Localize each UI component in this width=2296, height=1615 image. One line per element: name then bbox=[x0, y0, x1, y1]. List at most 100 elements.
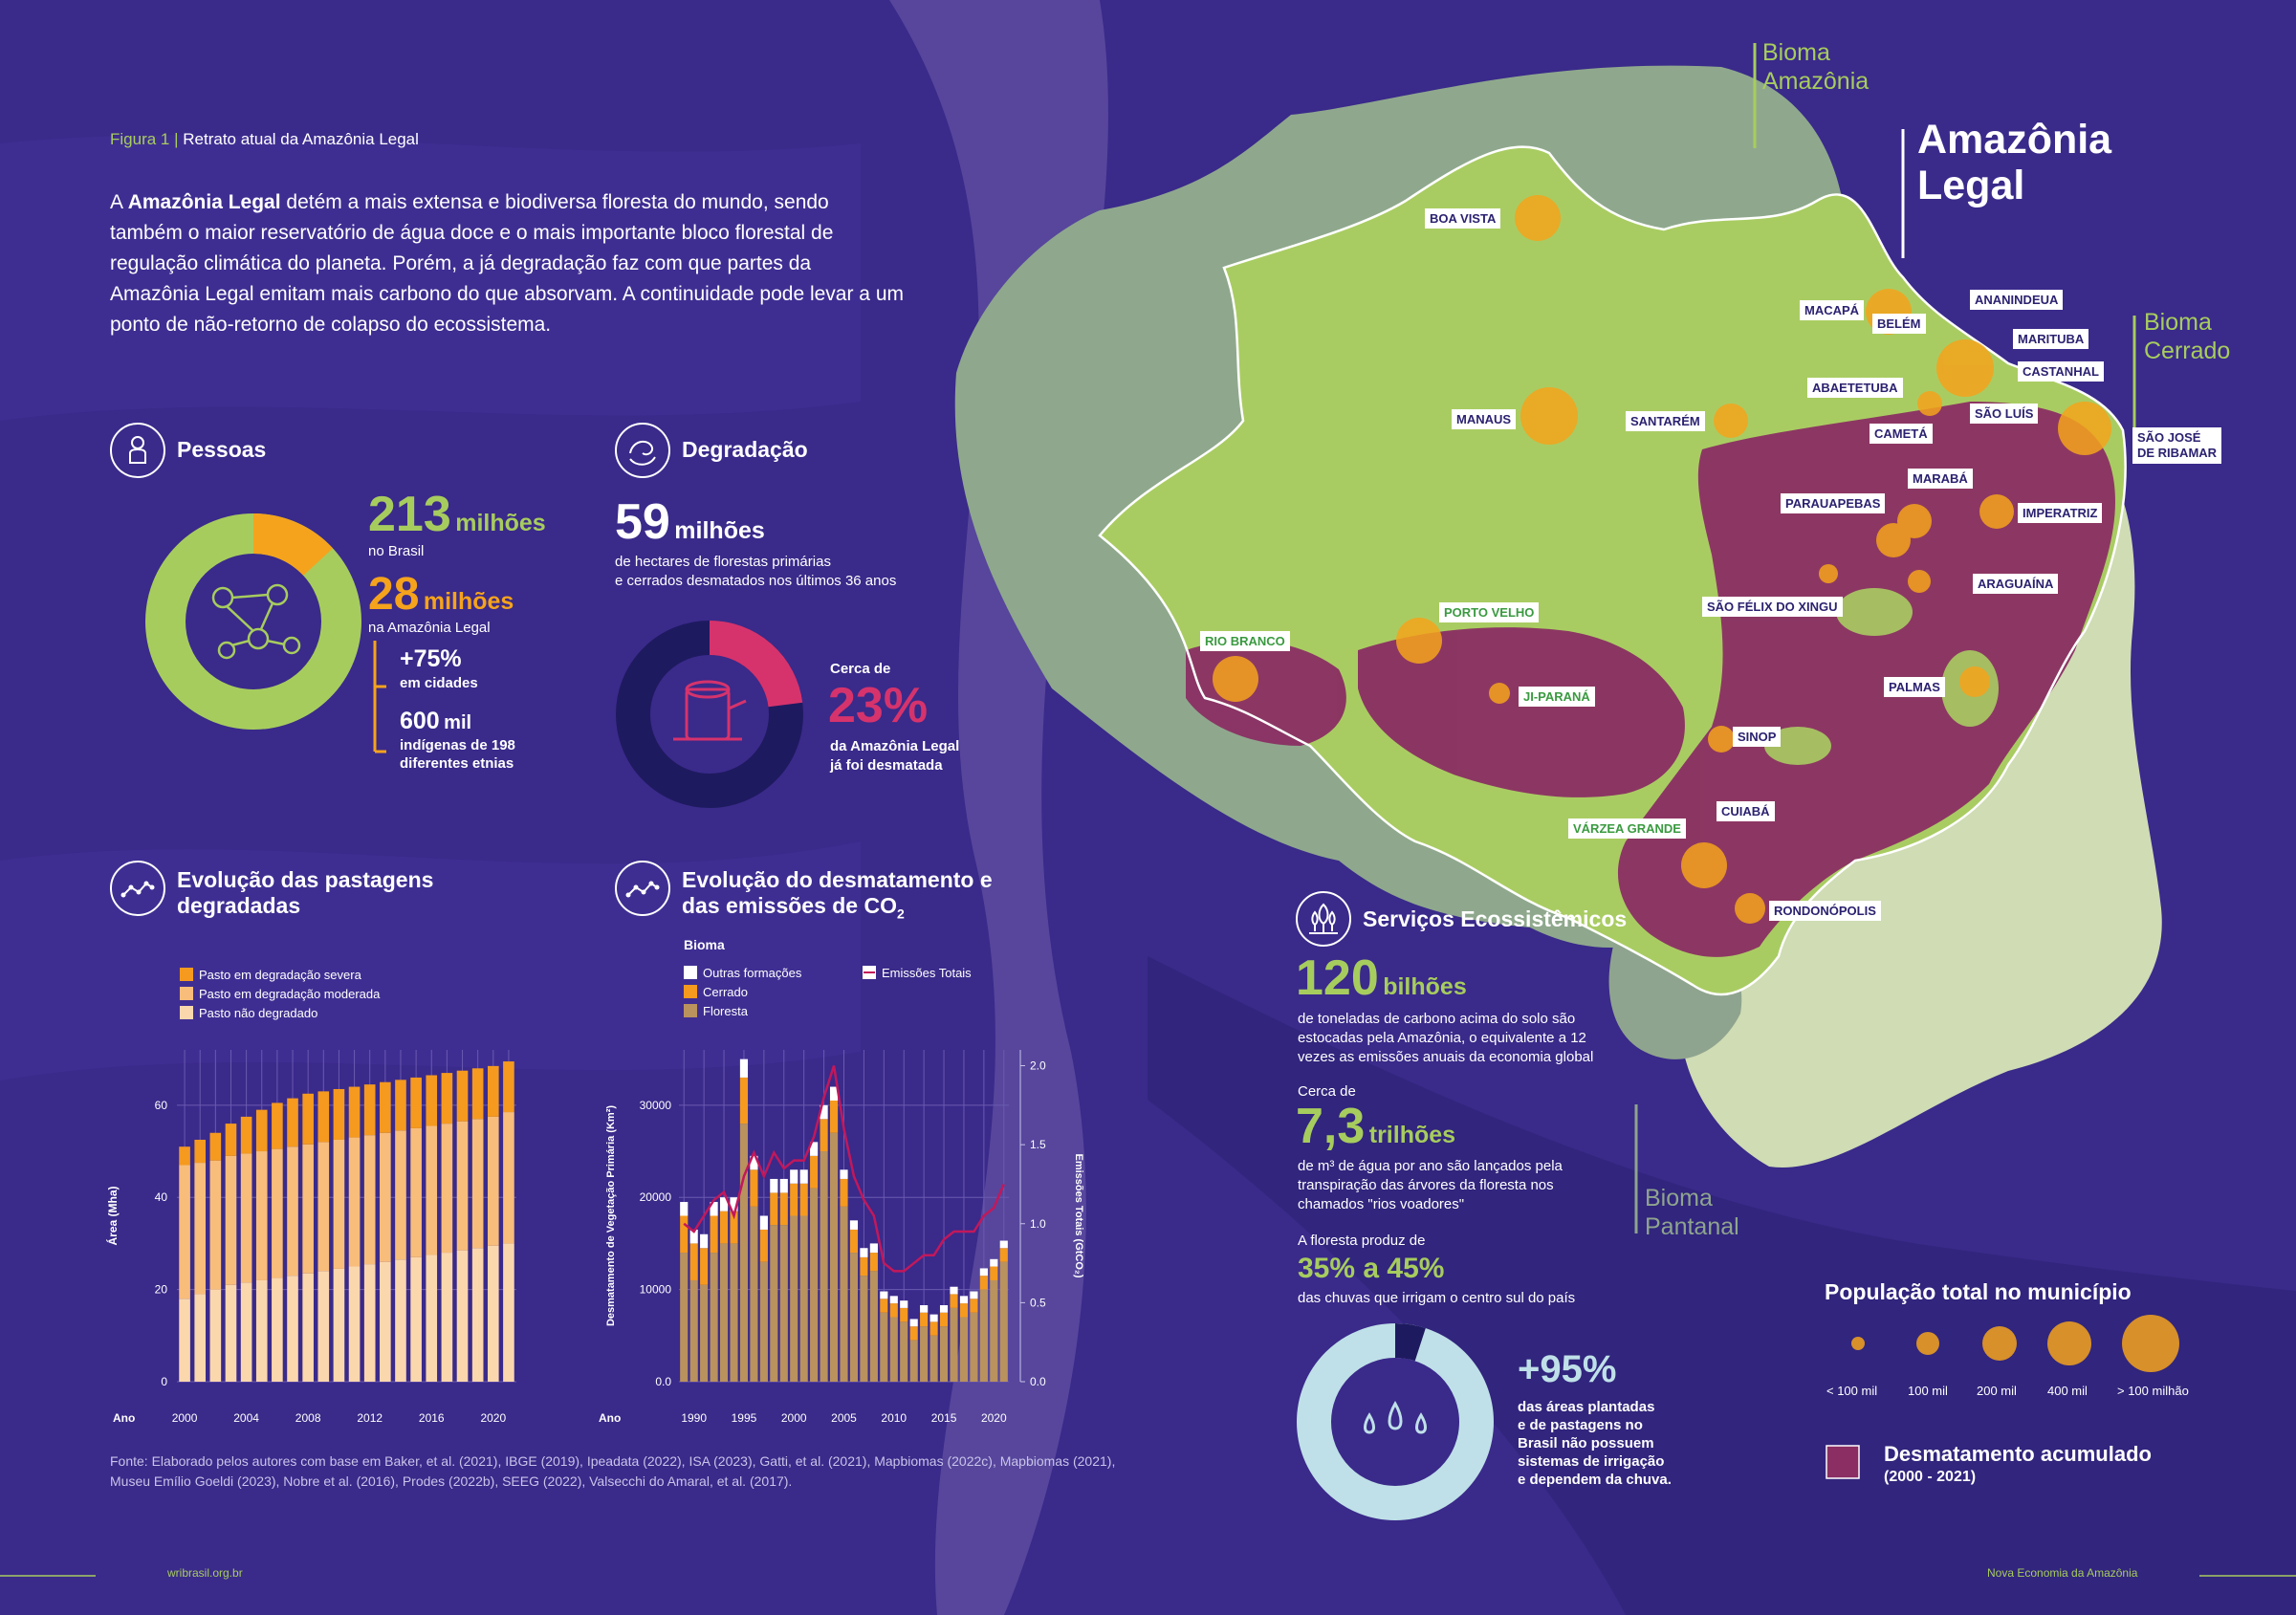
y-tick-label: 20 bbox=[155, 1283, 168, 1297]
bar-segment bbox=[380, 1081, 391, 1133]
bar-segment bbox=[302, 1273, 314, 1382]
source-line-1: Fonte: Elaborado pelos autores com base … bbox=[110, 1453, 1116, 1469]
bar-segment bbox=[179, 1299, 190, 1382]
x-tick-label: 2012 bbox=[357, 1411, 383, 1425]
pop-legend-circle-4 bbox=[2047, 1321, 2091, 1365]
servicos-carbon-desc-2: estocadas pela Amazônia, o equivalente a… bbox=[1298, 1030, 1586, 1046]
servicos-pct-desc-5: e dependem da chuva. bbox=[1518, 1472, 1672, 1488]
degradacao-desc-2: e cerrados desmatados nos últimos 36 ano… bbox=[615, 573, 897, 589]
servicos-water: 7,3 trilhões bbox=[1296, 1098, 1455, 1155]
legend-title: Bioma bbox=[684, 937, 725, 952]
bar-segment bbox=[909, 1326, 918, 1341]
pessoas-legal-value: 28 bbox=[368, 569, 420, 620]
trees-icon bbox=[1296, 891, 1351, 947]
bar-segment bbox=[240, 1282, 252, 1382]
bar-segment bbox=[840, 1206, 848, 1382]
bar-segment bbox=[950, 1294, 958, 1308]
legend-label: Floresta bbox=[703, 1004, 749, 1018]
bar-segment bbox=[456, 1070, 469, 1122]
desmatamento-title-sub: 2 bbox=[897, 906, 905, 922]
bar-segment bbox=[759, 1261, 768, 1382]
degradacao-pct-desc-2: já foi desmatada bbox=[830, 757, 943, 774]
y-axis-label: Área (Mha) bbox=[105, 1186, 120, 1245]
servicos-rain-desc: das chuvas que irrigam o centro sul do p… bbox=[1298, 1290, 1576, 1306]
desmatamento-title-2-text: das emissões de CO bbox=[682, 893, 897, 918]
pessoas-total: 213 milhões bbox=[368, 486, 546, 543]
bar-segment bbox=[503, 1112, 514, 1244]
bioma-pantanal-1: Bioma bbox=[1645, 1185, 1713, 1211]
bar-segment bbox=[194, 1294, 207, 1382]
legend-swatch bbox=[180, 1006, 193, 1019]
x-axis-label: Ano bbox=[113, 1411, 135, 1425]
bioma-amazonia-2: Amazônia bbox=[1762, 68, 1870, 95]
bar-segment bbox=[410, 1077, 422, 1128]
bar-segment bbox=[950, 1307, 958, 1382]
x-tick-label: 2010 bbox=[881, 1411, 907, 1425]
bar-segment bbox=[348, 1137, 361, 1267]
x-tick-label: 2000 bbox=[781, 1411, 807, 1425]
bar-segment bbox=[471, 1248, 484, 1382]
pop-legend-circle-2 bbox=[1916, 1332, 1939, 1355]
bar-segment bbox=[970, 1312, 978, 1382]
bar-segment bbox=[730, 1197, 738, 1211]
bar-segment bbox=[799, 1169, 808, 1184]
pessoas-cities-desc: em cidades bbox=[400, 675, 478, 691]
intro-paragraph: A Amazônia Legal detém a mais extensa e … bbox=[110, 187, 904, 340]
servicos-water-pre: Cerca de bbox=[1298, 1083, 1356, 1100]
servicos-water-value: 7,3 bbox=[1296, 1099, 1366, 1154]
bar-segment bbox=[225, 1124, 237, 1156]
bar-segment bbox=[302, 1093, 314, 1145]
city-label: SÃO LUÍS bbox=[1970, 404, 2039, 424]
bar-segment bbox=[240, 1116, 252, 1154]
servicos-pct-desc-4: sistemas de irrigação bbox=[1518, 1453, 1665, 1470]
servicos-water-unit: trilhões bbox=[1368, 1122, 1456, 1148]
source-line-2: Museu Emílio Goeldi (2023), Nobre et al.… bbox=[110, 1473, 793, 1489]
bar-segment bbox=[810, 1188, 819, 1382]
y2-tick-label: 1.5 bbox=[1030, 1138, 1046, 1151]
bar-segment bbox=[680, 1202, 689, 1216]
bar-segment bbox=[829, 1132, 839, 1382]
wave-icon bbox=[615, 423, 670, 478]
bioma-cerrado-1: Bioma bbox=[2144, 309, 2212, 336]
emissions-line bbox=[683, 1065, 1005, 1273]
figure-title: Retrato atual da Amazônia Legal bbox=[183, 130, 419, 148]
bar-segment bbox=[810, 1155, 819, 1189]
city-label: ARAGUAÍNA bbox=[1973, 574, 2059, 594]
pessoas-cities-value: +75% bbox=[400, 645, 462, 672]
bar-segment bbox=[880, 1291, 888, 1299]
bar-segment bbox=[829, 1101, 839, 1133]
y2-tick-label: 0.5 bbox=[1030, 1296, 1046, 1309]
city-label: SINOP bbox=[1733, 727, 1782, 747]
bar-segment bbox=[333, 1268, 345, 1382]
bar-segment bbox=[426, 1075, 438, 1126]
bar-segment bbox=[395, 1080, 406, 1131]
x-tick-label: 2016 bbox=[419, 1411, 445, 1425]
x-tick-label: 2005 bbox=[831, 1411, 857, 1425]
city-circle-xingu bbox=[1819, 564, 1838, 583]
servicos-donut bbox=[1297, 1323, 1494, 1520]
x-tick-label: 1995 bbox=[732, 1411, 757, 1425]
city-label: MACAPÁ bbox=[1800, 300, 1865, 320]
pop-legend-circle-1 bbox=[1851, 1337, 1865, 1350]
bar-segment bbox=[395, 1259, 406, 1382]
bar-segment bbox=[209, 1289, 222, 1382]
bioma-amazonia-label: Bioma Amazônia bbox=[1762, 38, 1869, 96]
bar-segment bbox=[287, 1098, 298, 1147]
bar-segment bbox=[889, 1317, 898, 1382]
y-tick-label: 30000 bbox=[640, 1099, 672, 1112]
city-label: RIO BRANCO bbox=[1200, 631, 1290, 651]
city-label: BOA VISTA bbox=[1425, 208, 1501, 229]
bar-segment bbox=[426, 1125, 438, 1255]
legend-swatch bbox=[684, 985, 697, 998]
bar-segment bbox=[240, 1153, 252, 1283]
bar-segment bbox=[739, 1058, 749, 1078]
bar-segment bbox=[920, 1312, 929, 1327]
city-label: IMPERATRIZ bbox=[2018, 503, 2103, 523]
city-circle-imperatriz bbox=[1979, 494, 2014, 529]
bar-segment bbox=[503, 1243, 514, 1382]
city-label: JI-PARANÁ bbox=[1519, 687, 1595, 707]
city-label: PALMAS bbox=[1884, 677, 1945, 697]
pessoas-total-unit: milhões bbox=[455, 510, 546, 536]
bar-segment bbox=[939, 1312, 949, 1327]
